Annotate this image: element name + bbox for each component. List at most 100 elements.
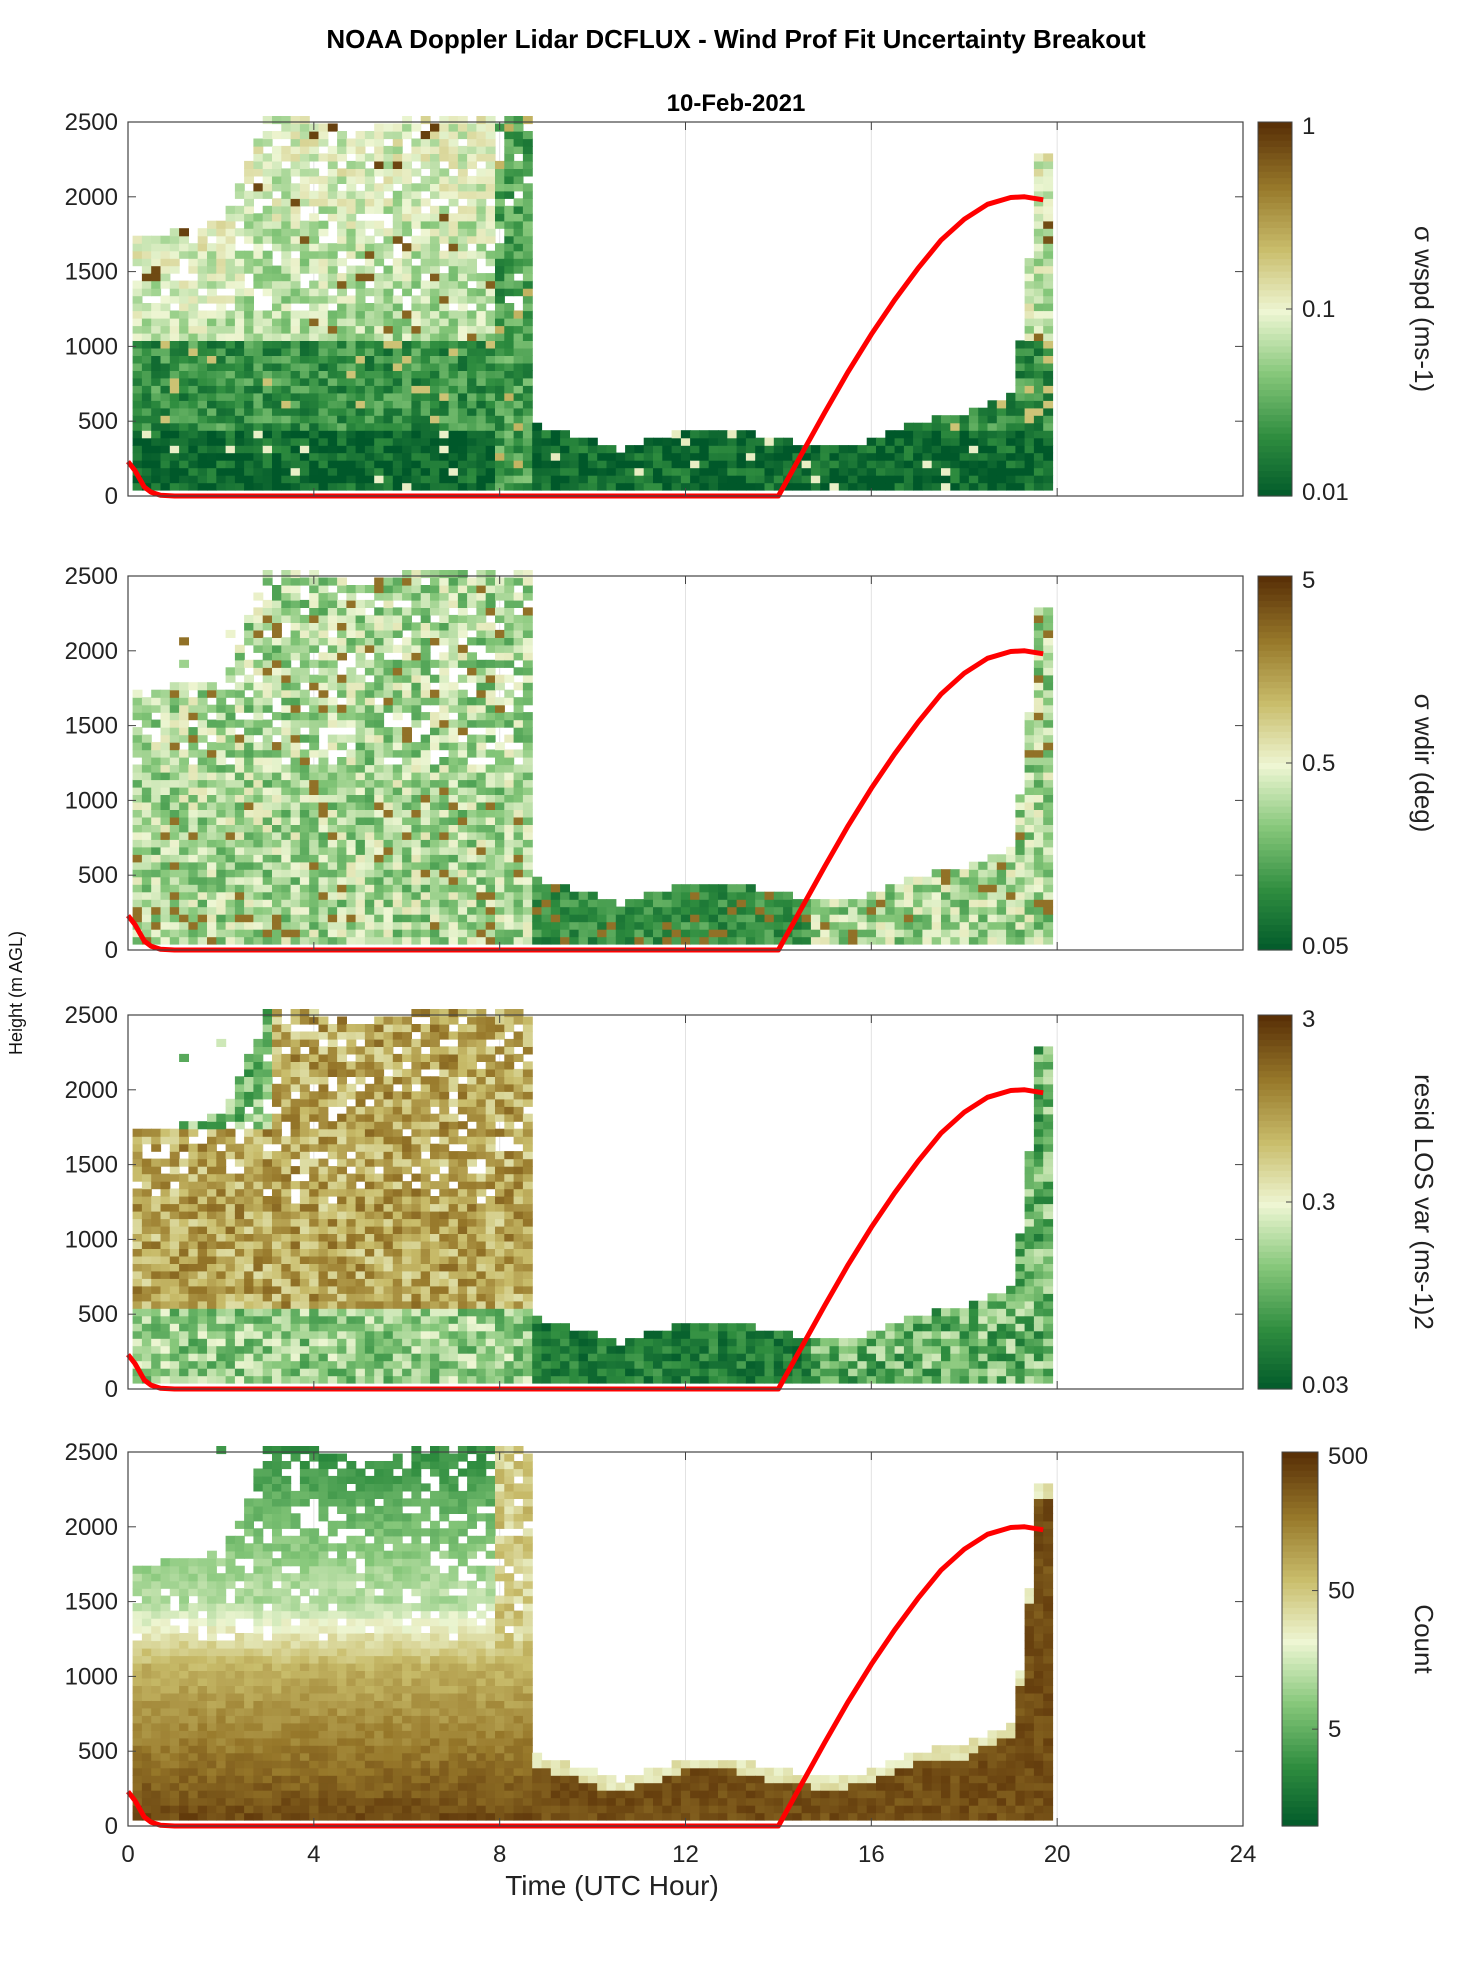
heatmap-cell (253, 712, 264, 721)
heatmap-cell (513, 198, 524, 207)
heatmap-cell (513, 629, 524, 638)
heatmap-cell (476, 614, 487, 623)
heatmap-cell (132, 749, 143, 758)
heatmap-cell (374, 757, 385, 766)
heatmap-cell (996, 415, 1007, 424)
heatmap-cell (318, 599, 329, 608)
heatmap-cell (141, 1278, 152, 1287)
heatmap-cell (318, 652, 329, 661)
heatmap-cell (420, 929, 431, 938)
heatmap-cell (504, 816, 515, 825)
heatmap-cell (392, 929, 403, 938)
heatmap-cell (495, 288, 505, 297)
heatmap-cell (532, 482, 543, 491)
heatmap-cell (978, 891, 989, 900)
heatmap-cell (383, 592, 394, 601)
heatmap-cell (411, 861, 422, 870)
heatmap-cell (485, 577, 496, 586)
heatmap-cell (495, 921, 505, 930)
heatmap-cell (290, 183, 301, 192)
heatmap-cell (141, 1353, 152, 1362)
heatmap-cell (318, 786, 329, 795)
heatmap-cell (197, 794, 208, 803)
heatmap-cell (216, 899, 227, 908)
heatmap-cell (522, 727, 533, 736)
heatmap-cell (262, 757, 273, 766)
heatmap-cell (281, 407, 292, 416)
heatmap-cell (337, 824, 347, 833)
heatmap-cell (374, 644, 385, 653)
heatmap-cell (634, 906, 645, 915)
heatmap-cell (272, 400, 282, 409)
heatmap-cell (745, 482, 756, 491)
heatmap-cell (132, 1196, 143, 1205)
heatmap-cell (346, 824, 357, 833)
heatmap-cell (959, 445, 970, 454)
heatmap-cell (337, 153, 347, 162)
heatmap-cell (476, 786, 487, 795)
heatmap-cell (169, 392, 180, 401)
heatmap-cell (1033, 407, 1044, 416)
heatmap-cell (941, 906, 951, 915)
heatmap-cell (141, 243, 152, 252)
heatmap-cell (179, 727, 189, 736)
heatmap-cell (504, 355, 515, 364)
heatmap-cell (485, 764, 496, 773)
heatmap-cell (327, 772, 338, 781)
heatmap-cell (225, 831, 236, 840)
heatmap-cell (197, 749, 208, 758)
heatmap-cell (290, 794, 301, 803)
colorbar-segment (1258, 377, 1292, 385)
heatmap-cell (1043, 288, 1054, 297)
heatmap-cell (364, 846, 375, 855)
heatmap-cell (253, 250, 264, 259)
heatmap-cell (467, 310, 477, 319)
heatmap-cell (207, 899, 217, 908)
heatmap-cell (820, 460, 831, 469)
heatmap-cell (522, 786, 533, 795)
heatmap-cell (234, 801, 245, 810)
heatmap-cell (411, 577, 422, 586)
heatmap-cell (485, 467, 496, 476)
heatmap-cell (513, 906, 524, 915)
heatmap-cell (383, 585, 394, 594)
heatmap-cell (374, 340, 385, 349)
heatmap-cell (290, 614, 301, 623)
heatmap-cell (383, 445, 394, 454)
heatmap-cell (346, 891, 357, 900)
heatmap-cell (402, 831, 412, 840)
heatmap-cell (513, 854, 524, 863)
heatmap-cell (337, 475, 347, 484)
heatmap-cell (1033, 607, 1044, 616)
heatmap-cell (653, 936, 663, 945)
heatmap-cell (309, 704, 320, 713)
heatmap-cell (885, 921, 896, 930)
boundary-layer-line (126, 648, 1044, 953)
heatmap-cell (522, 280, 533, 289)
heatmap-cell (281, 749, 292, 758)
heatmap-cell (197, 906, 208, 915)
heatmap-cell (411, 570, 422, 579)
heatmap-cell (309, 734, 320, 743)
heatmap-cell (141, 460, 152, 469)
heatmap-cell (272, 816, 282, 825)
heatmap-cell (374, 839, 385, 848)
heatmap-cell (272, 131, 282, 140)
heatmap-cell (643, 921, 654, 930)
heatmap-cell (327, 415, 338, 424)
heatmap-cell (364, 422, 375, 431)
heatmap-cell (1015, 839, 1026, 848)
heatmap-cell (207, 452, 217, 461)
heatmap-cell (179, 757, 189, 766)
heatmap-cell (457, 303, 468, 312)
heatmap-cell (160, 258, 171, 267)
heatmap-cell (244, 213, 254, 222)
heatmap-cell (346, 370, 357, 379)
heatmap-cell (931, 445, 942, 454)
heatmap-cell (522, 475, 533, 484)
heatmap-cell (885, 482, 896, 491)
heatmap-cell (383, 839, 394, 848)
heatmap-cell (160, 876, 171, 885)
heatmap-cell (309, 846, 320, 855)
heatmap-cell (894, 899, 905, 908)
